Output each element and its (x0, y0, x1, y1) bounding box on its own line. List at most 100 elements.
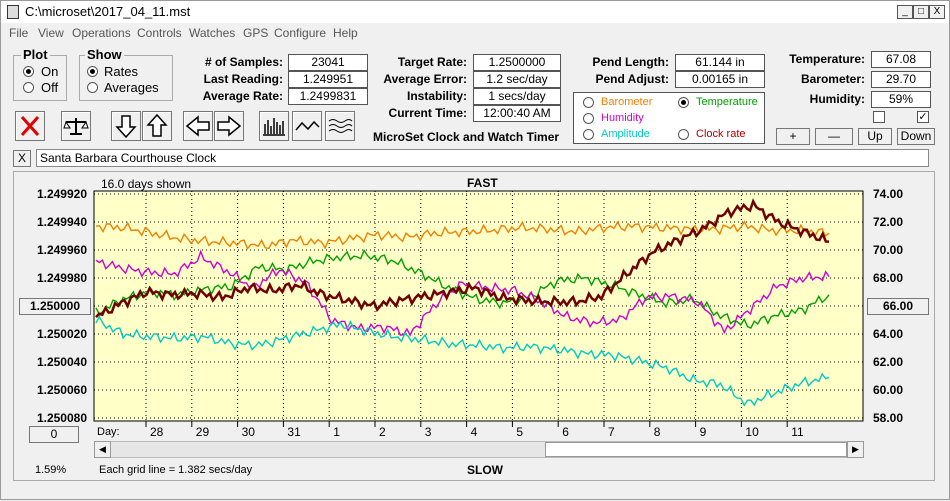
menu-operations[interactable]: Operations (72, 26, 131, 40)
series-line (95, 249, 830, 337)
app-icon (7, 5, 19, 19)
clock-name-input[interactable]: Santa Barbara Courthouse Clock (36, 149, 929, 167)
center-rate-button[interactable]: 1.250000 (19, 298, 91, 315)
temperature-value: 67.08 (871, 51, 931, 68)
menu-watches[interactable]: Watches (189, 26, 236, 40)
clock-rate-radio[interactable] (678, 129, 689, 140)
last-reading-value: 1.249951 (288, 71, 368, 88)
y-right-axis-labels: 74.00 72.00 70.00 68.00 64.00 62.00 60.00 58.00 (873, 187, 903, 425)
x-tick-label: 3 (425, 425, 432, 439)
app-caption: MicroSet Clock and Watch Timer (373, 130, 560, 144)
y-right-tick-label: 68.00 (873, 271, 903, 285)
clock-rate-option-label: Clock rate (696, 128, 746, 140)
series-line (95, 198, 830, 318)
temperature-radio[interactable] (678, 97, 689, 108)
down-button[interactable]: Down (897, 128, 935, 145)
y-left-tick-label: 1.250060 (37, 383, 87, 397)
target-rate-value: 1.2500000 (473, 54, 561, 71)
slow-label: SLOW (467, 463, 503, 477)
down-arrow-button[interactable] (111, 111, 141, 141)
show-group-title: Show (85, 47, 124, 62)
clear-button[interactable] (15, 111, 45, 141)
checkbox-right[interactable]: ✓ (917, 111, 929, 123)
up-button[interactable]: Up (858, 128, 892, 145)
bar-graph-button[interactable] (259, 111, 289, 141)
menu-configure[interactable]: Configure (274, 26, 327, 40)
day-prefix-label: Day: (97, 426, 120, 438)
sensor-select-box (573, 92, 765, 144)
scroll-right-arrow-icon[interactable]: ▶ (847, 441, 864, 458)
scrollbar-thumb[interactable] (545, 442, 847, 457)
pend-length-value: 61.144 in (675, 54, 765, 71)
pend-adjust-value: 0.00165 in (675, 71, 765, 88)
barometer-radio[interactable] (583, 97, 594, 108)
arrow-up-icon (146, 113, 168, 137)
menu-help[interactable]: Help (333, 26, 358, 40)
line-graph-icon (295, 120, 320, 131)
scroll-left-arrow-icon[interactable]: ◀ (94, 441, 111, 458)
instability-value: 1 secs/day (473, 88, 561, 105)
menu-bar: File View Operations Controls Watches GP… (1, 23, 949, 43)
red-x-icon (20, 116, 40, 136)
y-right-tick-label: 72.00 (873, 215, 903, 229)
balance-button[interactable] (61, 111, 91, 141)
series-line (95, 249, 830, 329)
left-arrow-button[interactable] (183, 111, 213, 141)
menu-controls[interactable]: Controls (137, 26, 182, 40)
menu-view[interactable]: View (38, 26, 64, 40)
checkbox-left[interactable] (873, 111, 885, 123)
plot-off-label: Off (41, 80, 59, 95)
arrow-down-icon (115, 115, 137, 139)
y-right-tick-label: 74.00 (873, 187, 903, 201)
show-averages-label: Averages (104, 80, 159, 95)
show-group (79, 55, 173, 101)
close-button[interactable]: X (929, 5, 945, 19)
minimize-button[interactable]: _ (897, 5, 913, 19)
show-averages-radio[interactable] (87, 82, 98, 93)
close-clock-button[interactable]: X (13, 150, 31, 167)
wave-graph-button[interactable] (325, 111, 355, 141)
y-left-tick-label: 1.249960 (37, 243, 87, 257)
maximize-button[interactable]: □ (913, 5, 929, 19)
last-reading-label: Last Reading: (203, 72, 283, 86)
balance-scale-icon (63, 118, 89, 135)
y-left-tick-label: 1.249920 (37, 187, 87, 201)
title-bar: C:\microset\2017_04_11.mst _ □ X (1, 1, 949, 23)
humidity-value: 59% (871, 91, 931, 108)
plot-off-radio[interactable] (23, 82, 34, 93)
bar-graph-icon (263, 118, 285, 136)
center-sensor-button[interactable]: 66.00 (867, 298, 929, 315)
scroll-offset-button[interactable]: 0 (29, 426, 79, 443)
plot-on-radio[interactable] (23, 66, 34, 77)
y-right-tick-label: 70.00 (873, 243, 903, 257)
series-line (95, 315, 830, 407)
y-right-tick-label: 62.00 (873, 355, 903, 369)
line-graph-button[interactable] (292, 111, 322, 141)
arrow-right-icon (217, 115, 242, 137)
samples-label: # of Samples: (204, 55, 283, 69)
menu-gps[interactable]: GPS (243, 26, 269, 40)
average-rate-value: 1.2499831 (288, 88, 368, 105)
arrow-left-icon (185, 115, 210, 137)
show-rates-radio[interactable] (87, 66, 98, 77)
x-tick-label: 7 (608, 425, 615, 439)
average-rate-label: Average Rate: (202, 89, 283, 103)
average-error-value: 1.2 sec/day (473, 71, 561, 88)
amplitude-radio[interactable] (583, 129, 594, 140)
x-tick-label: 11 (791, 425, 804, 439)
right-arrow-button[interactable] (214, 111, 244, 141)
x-tick-label: 5 (516, 425, 523, 439)
plus-button[interactable]: + (776, 128, 810, 145)
up-arrow-button[interactable] (142, 111, 172, 141)
temperature-label: Temperature: (789, 52, 865, 66)
menu-file[interactable]: File (9, 26, 29, 40)
plot-group-title: Plot (21, 47, 50, 62)
y-left-tick-label: 1.249980 (37, 271, 87, 285)
x-tick-label: 10 (745, 425, 759, 439)
minus-button[interactable]: — (815, 128, 853, 145)
humidity-radio[interactable] (583, 113, 594, 124)
x-tick-label: 30 (242, 425, 256, 439)
y-right-tick-label: 64.00 (873, 327, 903, 341)
